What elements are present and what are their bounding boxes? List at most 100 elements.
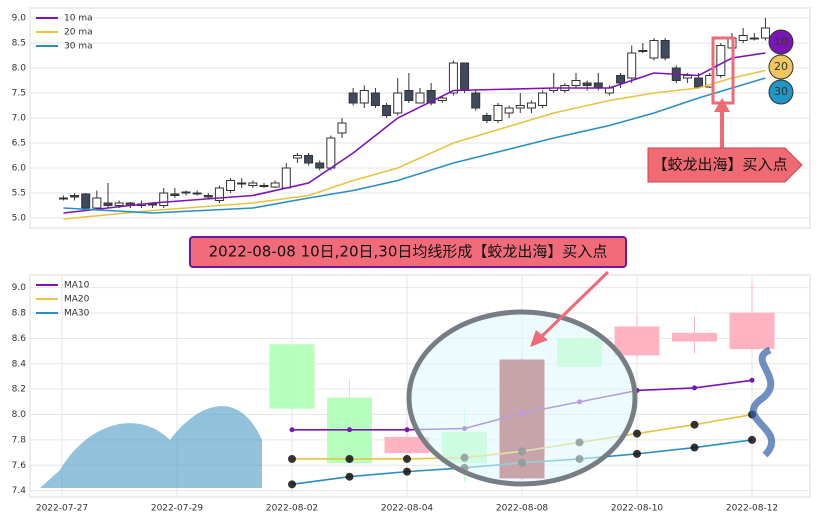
- candle-body: [749, 37, 759, 40]
- candle-body: [415, 92, 425, 104]
- badge: [768, 79, 794, 105]
- y-tick-label: 6.5: [12, 139, 26, 149]
- candle-body: [259, 185, 269, 187]
- candle-body: [70, 195, 80, 198]
- ma-line: [63, 77, 766, 214]
- candle-body: [114, 202, 124, 206]
- banner: [189, 236, 627, 268]
- candle-body: [729, 312, 775, 350]
- ma-point: [345, 472, 354, 481]
- candle-body: [348, 92, 358, 104]
- x-tick-label: 2022-08-10: [611, 504, 664, 514]
- candle-body: [281, 167, 291, 189]
- y-tick-label: 9.0: [12, 14, 27, 24]
- ma-point: [288, 480, 296, 489]
- y-tick-label: 8.2: [12, 385, 26, 395]
- legend-label: MA20: [64, 295, 90, 305]
- legend-label: 30 ma: [64, 42, 93, 52]
- candle-body: [649, 40, 659, 59]
- wave-decoration: [40, 406, 262, 488]
- y-tick-label: 5.0: [12, 214, 27, 224]
- candle-body: [382, 105, 392, 116]
- ma-point: [288, 454, 296, 463]
- ma-point: [692, 385, 697, 391]
- banner-text: 2022-08-08 10日,20日,30日均线形成【蛟龙出海】买入点: [209, 243, 608, 261]
- legend-label: MA10: [64, 281, 90, 291]
- ma-point: [690, 420, 699, 429]
- arrow-head: [530, 330, 548, 347]
- candle-body: [159, 192, 169, 206]
- candle-body: [716, 45, 726, 76]
- ma-line: [63, 69, 766, 220]
- candle-body: [694, 77, 704, 88]
- candle-body: [248, 182, 258, 186]
- ma-line: [63, 52, 766, 214]
- candle-body: [237, 182, 247, 185]
- candle-body: [181, 191, 191, 194]
- candle-body: [515, 105, 525, 109]
- ma-point: [403, 454, 411, 463]
- candle-body: [638, 50, 648, 52]
- candle-body: [226, 180, 236, 191]
- candle-body: [437, 97, 447, 101]
- candle-body: [526, 102, 536, 109]
- ma-point: [289, 427, 295, 433]
- y-tick-label: 8.6: [12, 334, 27, 344]
- candle-body: [627, 52, 637, 79]
- badge-label: 30: [774, 85, 788, 98]
- candle-body: [269, 344, 315, 409]
- y-tick-label: 7.8: [12, 435, 27, 445]
- candle-body: [493, 105, 503, 121]
- candle-body: [58, 197, 68, 200]
- ma-point: [404, 427, 410, 433]
- candle-body: [359, 90, 369, 104]
- candle-body: [614, 326, 660, 356]
- y-tick-label: 7.4: [12, 486, 27, 496]
- y-tick-label: 9.0: [12, 283, 27, 293]
- candle-body: [672, 332, 717, 342]
- y-tick-label: 8.5: [12, 39, 26, 49]
- candle-body: [682, 75, 692, 79]
- candle-body: [571, 80, 581, 86]
- candle-body: [448, 62, 458, 94]
- ma-point: [690, 443, 699, 452]
- ma-point: [748, 435, 756, 444]
- candle-body: [326, 137, 336, 169]
- badge-label: 10: [774, 35, 788, 48]
- arrow: [538, 270, 610, 340]
- ma-point: [403, 467, 411, 476]
- candle-body: [192, 192, 202, 195]
- x-tick-label: 2022-07-27: [36, 504, 88, 514]
- ma-point: [345, 454, 354, 463]
- badge: [768, 54, 794, 80]
- candle-body: [203, 195, 213, 198]
- candle-body: [315, 162, 325, 169]
- candle-body: [270, 182, 280, 188]
- candle-body: [760, 27, 770, 39]
- badge: [768, 29, 794, 55]
- callout-box: [647, 147, 803, 183]
- badge-label: 20: [774, 60, 788, 73]
- ma-point: [633, 429, 641, 438]
- y-tick-label: 8.4: [12, 359, 27, 369]
- x-tick-label: 2022-07-29: [151, 504, 204, 514]
- x-tick-label: 2022-08-12: [726, 504, 778, 514]
- focus-ellipse: [406, 309, 638, 487]
- candle-body: [460, 62, 470, 91]
- candle-body: [337, 122, 347, 134]
- y-tick-label: 7.6: [12, 461, 27, 471]
- x-tick-label: 2022-08-08: [496, 504, 549, 514]
- y-tick-label: 7.5: [12, 89, 26, 99]
- candle-body: [92, 197, 102, 209]
- candle-body: [292, 155, 302, 159]
- candle-body: [148, 203, 158, 206]
- x-tick-label: 2022-08-02: [266, 504, 318, 514]
- ma-point: [633, 449, 641, 458]
- candle-body: [304, 155, 314, 164]
- candle-body: [538, 92, 548, 106]
- y-tick-label: 5.5: [12, 189, 26, 199]
- candle-body: [370, 92, 380, 106]
- candle-body: [393, 92, 403, 114]
- callout-text: 【蛟龙出海】买入点: [652, 156, 787, 174]
